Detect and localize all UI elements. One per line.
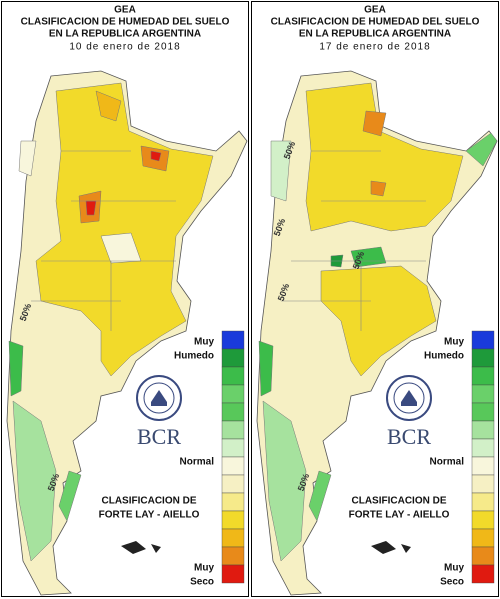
legend-label: Muy bbox=[444, 563, 464, 574]
legend-swatch bbox=[471, 456, 495, 476]
title: CLASIFICACION DE HUMEDAD DEL SUELO bbox=[271, 17, 480, 28]
agency: GEA bbox=[364, 5, 386, 16]
agency: GEA bbox=[114, 5, 136, 16]
moisture-zone bbox=[12, 400, 57, 562]
logo-text: BCR bbox=[387, 424, 431, 449]
legend-label: Muy bbox=[444, 337, 464, 348]
legend-swatch bbox=[471, 366, 495, 386]
legend-label: Humedo bbox=[424, 351, 464, 362]
legend-swatch bbox=[471, 384, 495, 404]
date: 17 de enero de 2018 bbox=[319, 42, 430, 53]
moisture-zone bbox=[350, 246, 387, 268]
title: CLASIFICACION DE HUMEDAD DEL SUELO bbox=[21, 17, 230, 28]
legend-swatch bbox=[471, 438, 495, 458]
logo-seal bbox=[143, 382, 175, 414]
legend-swatch bbox=[471, 564, 495, 584]
province-lines bbox=[31, 150, 176, 331]
logo-seal bbox=[393, 382, 425, 414]
legend-swatch bbox=[221, 420, 245, 440]
legend-swatch bbox=[471, 330, 495, 350]
legend-swatch bbox=[221, 438, 245, 458]
moisture-zone bbox=[320, 265, 437, 377]
moisture-zone bbox=[262, 400, 307, 562]
moisture-zone bbox=[150, 150, 162, 162]
legend-swatch bbox=[221, 348, 245, 368]
legend-label: Muy bbox=[194, 337, 214, 348]
moisture-zone bbox=[370, 180, 387, 197]
legend-label: Humedo bbox=[174, 351, 214, 362]
title: EN LA REPUBLICA ARGENTINA bbox=[49, 29, 201, 40]
moisture-zone bbox=[58, 470, 82, 522]
legend-swatch bbox=[221, 492, 245, 512]
method: FORTE LAY - AIELLO bbox=[99, 510, 200, 521]
moisture-zone bbox=[95, 90, 122, 122]
legend-swatch bbox=[471, 546, 495, 566]
legend-swatch bbox=[221, 366, 245, 386]
logo-text: BCR bbox=[137, 424, 181, 449]
moisture-zone bbox=[35, 82, 214, 377]
method: FORTE LAY - AIELLO bbox=[349, 510, 450, 521]
legend-swatch bbox=[221, 564, 245, 584]
legend-swatch bbox=[221, 456, 245, 476]
legend-swatch bbox=[471, 528, 495, 548]
malvinas bbox=[371, 541, 411, 554]
legend-swatch bbox=[221, 402, 245, 422]
legend-label: Seco bbox=[440, 577, 464, 588]
malvinas bbox=[121, 541, 161, 554]
legend-label: Seco bbox=[190, 577, 214, 588]
moisture-zone bbox=[258, 340, 274, 397]
moisture-zone bbox=[270, 140, 292, 202]
legend-swatch bbox=[471, 420, 495, 440]
moisture-zone bbox=[362, 110, 387, 137]
legend-swatch bbox=[471, 402, 495, 422]
method: CLASIFICACION DE bbox=[352, 496, 447, 507]
moisture-zone bbox=[85, 200, 97, 216]
title: EN LA REPUBLICA ARGENTINA bbox=[299, 29, 451, 40]
legend-swatch bbox=[221, 546, 245, 566]
legend-label: Normal bbox=[430, 457, 465, 468]
moisture-zone bbox=[308, 470, 332, 522]
legend-swatch bbox=[471, 348, 495, 368]
legend-swatch bbox=[221, 384, 245, 404]
legend-swatch bbox=[471, 510, 495, 530]
legend-label: Muy bbox=[194, 563, 214, 574]
moisture-zone bbox=[18, 140, 37, 177]
legend-swatch bbox=[221, 474, 245, 494]
legend-swatch bbox=[471, 492, 495, 512]
legend-swatch bbox=[221, 528, 245, 548]
logo-emblem bbox=[151, 390, 167, 406]
legend-swatch bbox=[471, 474, 495, 494]
legend-label: Normal bbox=[180, 457, 215, 468]
moisture-zone bbox=[465, 132, 498, 167]
logo-emblem bbox=[401, 390, 417, 406]
legend-swatch bbox=[221, 330, 245, 350]
method: CLASIFICACION DE bbox=[102, 496, 197, 507]
province-lines bbox=[281, 150, 426, 331]
moisture-zone bbox=[8, 340, 24, 397]
legend-swatch bbox=[221, 510, 245, 530]
date: 10 de enero de 2018 bbox=[69, 42, 180, 53]
